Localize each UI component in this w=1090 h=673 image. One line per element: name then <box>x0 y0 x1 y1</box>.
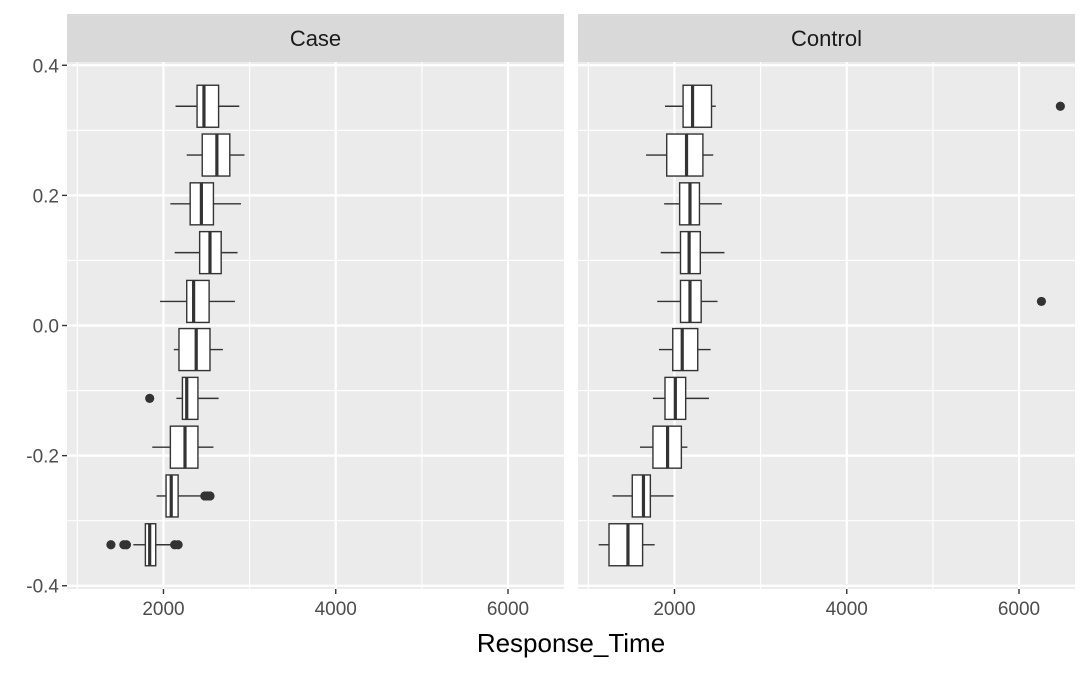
x-axis-case: 2000 4000 6000 <box>142 589 529 620</box>
x-tick-label: 2000 <box>653 599 695 620</box>
boxplot <box>160 279 235 324</box>
y-tick-label: -0.2 <box>26 447 59 468</box>
boxplot <box>156 474 215 518</box>
boxplot <box>106 523 183 567</box>
x-tick-label: 6000 <box>487 599 529 620</box>
box <box>631 474 652 518</box>
boxplot <box>658 327 711 372</box>
box <box>666 133 704 177</box>
boxplot <box>612 474 674 518</box>
box <box>186 279 210 324</box>
boxplot <box>152 425 214 469</box>
box <box>196 84 220 128</box>
y-tick-label: -0.4 <box>26 577 59 598</box>
boxplot <box>664 84 1065 128</box>
outlier-point <box>173 540 183 550</box>
boxplot <box>174 230 238 275</box>
facet-strip-background <box>578 14 1075 62</box>
x-tick-label: 2000 <box>142 599 184 620</box>
boxplot <box>598 523 655 567</box>
y-tick-label: 0.4 <box>33 56 60 77</box>
boxplot <box>660 230 725 275</box>
box <box>672 327 699 372</box>
y-tick-label: 0.0 <box>33 317 59 338</box>
boxplot <box>646 133 714 177</box>
facet-panel-case: Case <box>67 14 564 589</box>
outlier-point <box>106 540 116 550</box>
boxplot-series <box>106 84 245 567</box>
outlier-point <box>205 491 215 501</box>
x-tick-label: 4000 <box>826 599 868 620</box>
box <box>682 84 713 128</box>
gridlines <box>67 62 564 589</box>
x-axis-title: Response_Time <box>477 628 665 658</box>
y-tick-label: 0.2 <box>33 186 59 207</box>
box <box>178 327 211 372</box>
x-tick-label: 6000 <box>998 599 1040 620</box>
box <box>608 523 644 567</box>
boxplot <box>657 279 1047 324</box>
boxplot <box>145 376 219 421</box>
outlier-point <box>1036 296 1047 307</box>
box <box>181 376 199 421</box>
facet-strip-label-control: Control <box>791 26 862 51</box>
outlier-point <box>145 393 155 403</box>
boxplot <box>186 133 245 177</box>
facet-strip-background <box>67 14 564 62</box>
boxplot <box>640 425 688 469</box>
boxplot <box>170 182 241 226</box>
boxplot <box>652 376 709 421</box>
boxplot-series <box>598 84 1065 567</box>
boxplot <box>664 182 722 226</box>
x-axis-control: 2000 4000 6000 <box>653 589 1040 620</box>
facet-strip-label-case: Case <box>290 26 341 51</box>
outlier-point <box>1055 101 1065 111</box>
outlier-point <box>121 540 132 550</box>
boxplot <box>173 327 223 372</box>
facet-panel-control: Control <box>578 14 1075 589</box>
x-tick-label: 4000 <box>315 599 357 620</box>
y-axis: -0.4 -0.2 0.0 0.2 0.4 <box>26 56 67 598</box>
boxplot <box>175 84 240 128</box>
